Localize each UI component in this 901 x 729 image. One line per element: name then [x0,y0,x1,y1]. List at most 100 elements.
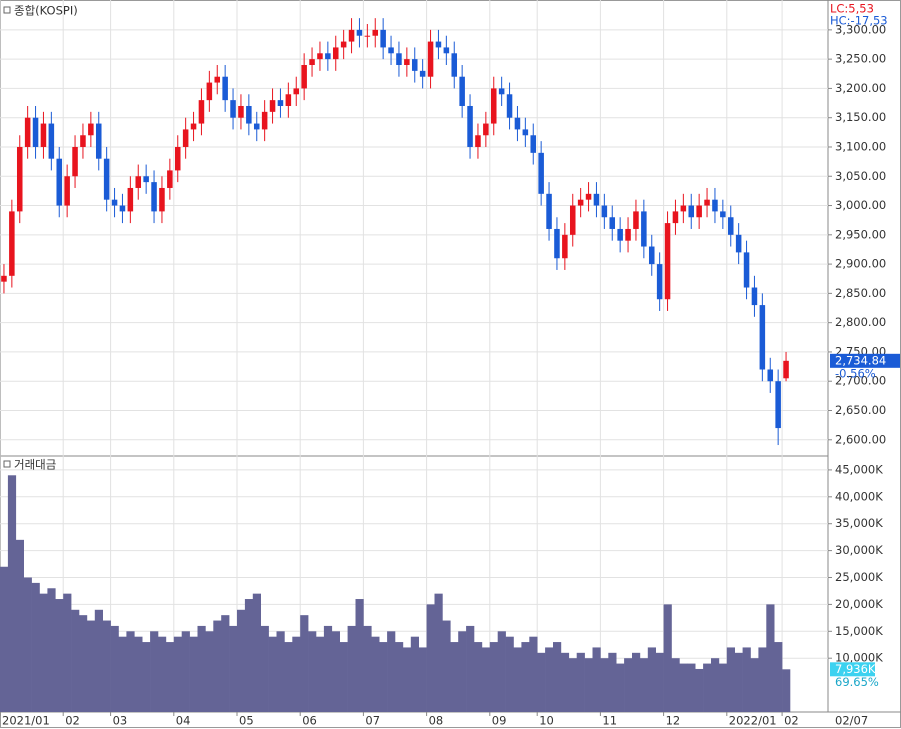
volume-bar [474,642,483,712]
candle-body [641,211,647,247]
candle-body [72,146,78,177]
candle-body [285,94,292,106]
x-tick-label: 02 [65,714,80,728]
y-tick-label: 30,000K [835,543,883,557]
candle-body [569,205,576,235]
volume-bar [497,631,506,712]
candle-body [664,223,671,300]
volume-bar [323,625,333,712]
volume-bar [102,620,111,712]
volume-bar [442,620,451,712]
candle-body [151,182,157,212]
x-tick-label: 02 [784,714,799,728]
y-tick-label: 25,000K [835,570,883,584]
candle-body [246,105,252,124]
volume-bar [458,631,467,712]
candle-body [633,211,639,229]
lc-label: LC:5,53 [830,2,874,16]
volume-bar [71,609,80,712]
volume-bar [537,652,546,712]
candle-body [704,199,710,206]
x-tick-label: 09 [492,714,507,728]
volume-bar [31,582,40,712]
volume-bar [39,593,48,712]
volume-bar [560,652,570,712]
volume-bar [308,631,317,712]
volume-bar [584,658,593,712]
y-tick-label: 3,250.00 [835,52,886,66]
candle-body [301,65,307,89]
x-tick-label: 05 [239,714,254,728]
candle-body [222,76,228,101]
panel-title: 종합(KOSPI) [14,4,78,18]
panel-title: 거래대금 [14,458,56,472]
volume-bar [521,642,530,712]
candle-body [119,205,126,212]
candle-body [356,29,363,36]
volume-bar [410,636,419,712]
candle-body [135,176,142,188]
volume-bar [229,625,238,712]
volume-bar [387,631,396,712]
candle-body [759,305,766,370]
y-tick-label: 3,150.00 [835,110,886,124]
y-tick-label: 2,900.00 [835,257,886,271]
volume-bar [189,636,198,712]
volume-bar [158,636,167,712]
candle-body [48,123,55,159]
volume-bar [711,658,720,712]
candle-body [680,205,687,212]
volume-bar [7,475,17,712]
candle-body [372,29,379,36]
x-tick-label: 08 [429,714,444,728]
candle-body [483,123,489,136]
volume-bar [695,668,704,712]
y-tick-label: 35,000K [835,516,883,530]
candle-body [380,29,386,48]
candle-body [411,59,418,71]
candle-body [40,123,47,147]
candle-body [64,176,70,206]
volume-bar [734,652,743,712]
candle-body [214,76,221,83]
volume-bar [181,631,190,712]
candle-body [443,47,450,54]
volume-bar [260,625,269,712]
volume-bar [276,631,285,712]
volume-bar [766,604,775,712]
candle-body [364,35,371,37]
volume-bar [316,636,325,712]
volume-bar [568,658,577,712]
candle-body [317,53,323,60]
volume-bar [513,647,522,712]
candle-body [538,152,544,194]
candle-body [332,47,339,60]
candle-body [340,41,347,48]
candle-body [593,193,600,206]
panel-icon [3,6,11,14]
volume-bar [221,615,230,712]
hc-label: HC:-17,53 [830,14,888,28]
candle-body [554,228,560,259]
volume-bar [371,636,380,712]
volume-bar [434,593,443,712]
volume-bar [663,604,672,712]
change-label: -0.56% [835,366,876,380]
candle-body [206,82,213,101]
volume-bar [300,615,309,712]
volume-bar [118,636,127,712]
candle-body [490,88,497,124]
candle-body [325,53,331,60]
candle-body [617,228,623,241]
volume-bar [363,625,372,712]
y-tick-label: 10,000K [835,651,883,665]
x-tick-label: 03 [113,714,128,728]
y-tick-label: 40,000K [835,489,883,503]
volume-bar [268,636,277,712]
x-tick-label: 11 [602,714,617,728]
volume-bar [505,636,514,712]
y-tick-label: 15,000K [835,624,883,638]
candle-body [404,59,410,65]
x-tick-label: 2021/01 [2,714,50,728]
volume-bar [750,658,759,712]
